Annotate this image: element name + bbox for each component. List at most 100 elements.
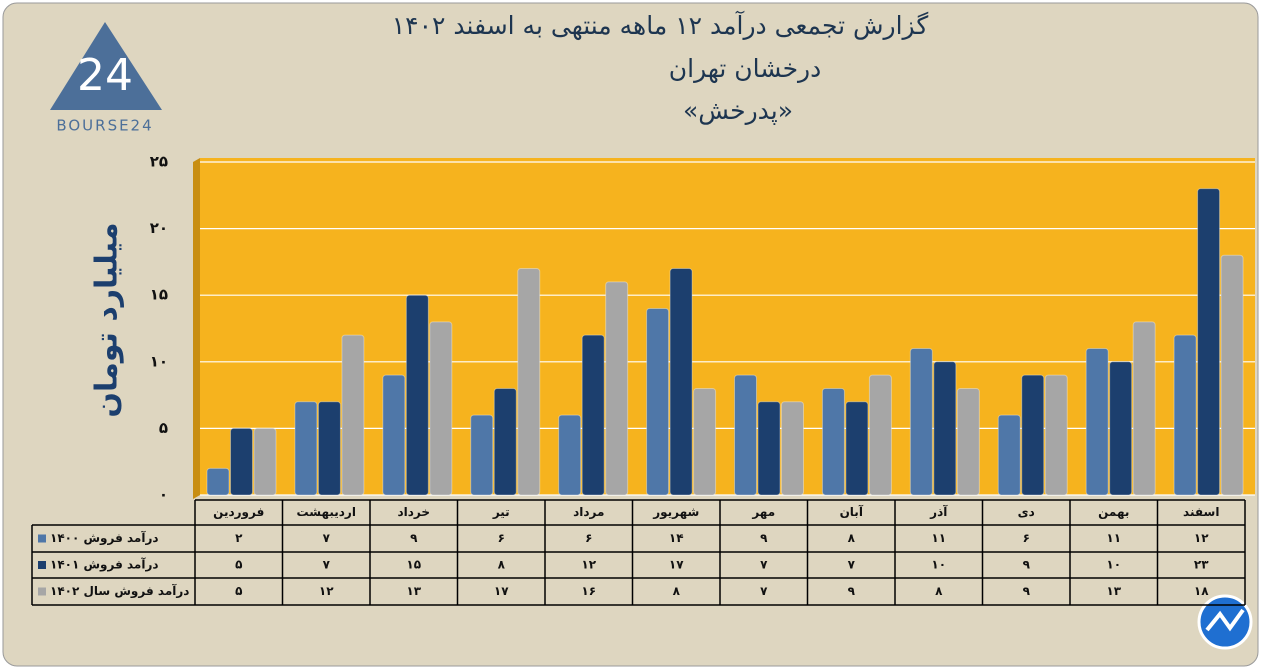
- table-cell: ۹: [410, 531, 418, 545]
- table-cell: ۱۲: [581, 558, 596, 572]
- x-tick-label: مرداد: [573, 505, 604, 519]
- bar: [1109, 361, 1133, 496]
- x-tick-label: فروردین: [213, 505, 264, 520]
- x-tick-label: تیر: [492, 505, 510, 519]
- bar: [517, 268, 541, 496]
- table-cell: ۶: [1023, 531, 1030, 545]
- table-cell: ۱۴: [669, 531, 684, 545]
- legend-swatch: [38, 534, 46, 543]
- x-tick-label: دی: [1018, 505, 1035, 519]
- bar: [581, 334, 605, 496]
- table-cell: ۱۳: [406, 584, 421, 598]
- table-cell: ۹: [1023, 558, 1031, 572]
- legend-label: درآمد فروش ۱۴۰۰: [50, 530, 159, 546]
- bar: [405, 294, 429, 496]
- table-cell: ۷: [323, 531, 331, 545]
- table-cell: ۹: [1023, 584, 1031, 598]
- bar: [341, 334, 365, 496]
- bar: [470, 414, 494, 496]
- bar: [317, 401, 341, 496]
- y-tick-label: ۱۰: [150, 352, 168, 370]
- table-cell: ۱۱: [931, 531, 946, 545]
- bar: [933, 361, 957, 496]
- legend-swatch: [38, 587, 46, 596]
- bar: [669, 268, 693, 496]
- table-cell: ۹: [848, 584, 856, 598]
- bar: [845, 401, 869, 496]
- bar: [646, 308, 670, 496]
- table-cell: ۶: [498, 531, 505, 545]
- plot-area: [200, 158, 1255, 495]
- x-tick-label: آبان: [840, 504, 864, 519]
- legend-label: درآمد فروش سال ۱۴۰۲: [50, 583, 189, 599]
- x-tick-label: مهر: [751, 505, 775, 519]
- brand-icon-line: [1205, 608, 1245, 632]
- y-tick-label: ۱۵: [150, 286, 168, 304]
- x-tick-label: بهمن: [1098, 505, 1129, 519]
- bar: [956, 387, 980, 496]
- table-cell: ۱۵: [406, 558, 421, 572]
- logo-text: BOURSE24: [56, 117, 153, 135]
- bar: [382, 374, 406, 496]
- x-tick-label: خرداد: [397, 505, 430, 519]
- bar: [253, 427, 277, 496]
- bar: [558, 414, 582, 496]
- bar: [781, 401, 804, 496]
- table-cell: ۹: [760, 531, 768, 545]
- bar: [757, 401, 781, 496]
- table-cell: ۵: [235, 558, 242, 572]
- bar: [997, 414, 1021, 496]
- table-cell: ۸: [498, 558, 506, 572]
- chart-subtitle: «پدرخش»: [683, 96, 793, 125]
- bar: [821, 387, 845, 496]
- table-cell: ۱۲: [319, 584, 334, 598]
- bar: [493, 387, 517, 496]
- table-cell: ۶: [585, 531, 592, 545]
- x-tick-label: شهریور: [652, 505, 699, 520]
- table-cell: ۷: [760, 584, 768, 598]
- bar: [1085, 347, 1109, 496]
- table-cell: ۲: [235, 531, 243, 545]
- bar: [1220, 254, 1244, 496]
- table-cell: ۷: [848, 558, 856, 572]
- y-tick-label: ۲۰: [150, 219, 168, 237]
- y-tick-label: ۰: [159, 486, 168, 504]
- bar: [1021, 374, 1045, 496]
- table-cell: ۱۲: [1194, 531, 1209, 545]
- table-cell: ۸: [848, 531, 856, 545]
- x-tick-label: اسفند: [1183, 505, 1219, 519]
- bar: [909, 347, 933, 496]
- bar: [294, 401, 318, 496]
- table-cell: ۵: [235, 584, 242, 598]
- bar: [1132, 321, 1156, 496]
- plot-side-wall: [193, 158, 200, 499]
- table-cell: ۲۳: [1194, 558, 1209, 572]
- table-cell: ۱۰: [931, 558, 946, 572]
- legend-label: درآمد فروش ۱۴۰۱: [50, 557, 159, 573]
- table-cell: ۸: [673, 584, 681, 598]
- table-cell: ۷: [323, 558, 331, 572]
- bar: [868, 374, 892, 496]
- table-cell: ۱۷: [669, 558, 684, 572]
- table-cell: ۱۸: [1194, 584, 1209, 598]
- table-cell: ۱۱: [1106, 531, 1121, 545]
- bar: [429, 321, 453, 496]
- y-tick-label: ۵: [159, 419, 168, 437]
- table-cell: ۸: [935, 584, 943, 598]
- legend-swatch: [38, 561, 46, 569]
- logo-triangle: [50, 22, 162, 110]
- table-cell: ۱۶: [581, 584, 596, 598]
- table-cell: ۱۷: [494, 584, 509, 598]
- bar: [1173, 334, 1197, 496]
- chart-subtitle: درخشان تهران: [669, 54, 821, 84]
- bar: [734, 374, 757, 496]
- table-cell: ۷: [760, 558, 768, 572]
- bar: [1197, 188, 1221, 496]
- x-tick-label: آذر: [929, 504, 948, 519]
- bar: [693, 387, 717, 496]
- table-cell: ۱۳: [1106, 584, 1121, 598]
- y-axis-label: میلیارد تومان: [90, 222, 125, 417]
- x-tick-label: اردیبهشت: [297, 505, 356, 519]
